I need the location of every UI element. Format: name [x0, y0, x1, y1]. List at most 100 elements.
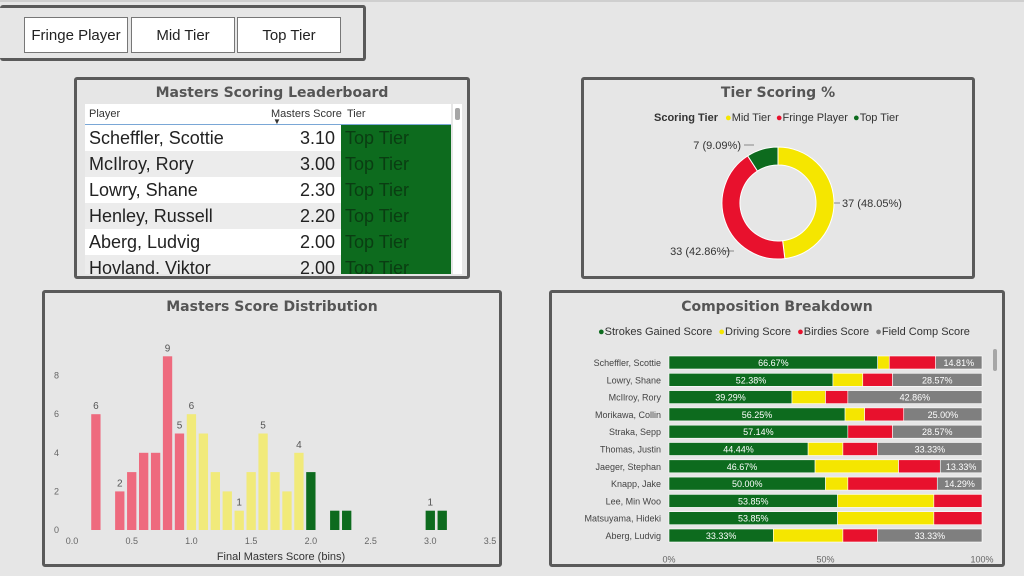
stacked-bar-segment[interactable]: [877, 355, 890, 370]
stacked-bar-segment[interactable]: [898, 459, 941, 474]
leaderboard-panel: Masters Scoring Leaderboard Player Maste…: [74, 77, 470, 279]
stacked-bar-segment[interactable]: [832, 372, 864, 387]
histogram-bar[interactable]: [174, 433, 185, 531]
legend-item-mid-tier[interactable]: ●Mid Tier: [725, 112, 771, 124]
histogram-bar[interactable]: [222, 491, 232, 530]
stacked-bar-segment[interactable]: [933, 511, 983, 525]
stacked-bar-segment[interactable]: [877, 528, 983, 543]
stacked-bar-segment[interactable]: [892, 424, 983, 439]
stacked-bar-segment[interactable]: [935, 355, 983, 370]
stacked-bar-segment[interactable]: [877, 442, 983, 456]
histogram-bar[interactable]: [425, 510, 435, 530]
stacked-bar-segment[interactable]: [888, 355, 936, 370]
player-name: McIlroy, Rory: [89, 154, 194, 174]
column-header-masters-score[interactable]: Masters Score: [271, 108, 342, 120]
histogram-bar[interactable]: [246, 472, 256, 530]
segment-data-label: 56.25%: [742, 410, 773, 420]
filter-mid-tier-button[interactable]: Mid Tier: [131, 17, 235, 53]
scrollbar-thumb[interactable]: [455, 108, 460, 120]
table-row[interactable]: Henley, Russell 2.20 Top Tier: [85, 203, 451, 229]
stacked-bar-segment[interactable]: [892, 372, 983, 387]
stacked-bar-segment[interactable]: [939, 459, 983, 474]
donut-slice-top-tier[interactable]: [747, 146, 779, 172]
stacked-bar-segment[interactable]: [933, 494, 983, 508]
histogram-bar[interactable]: [186, 414, 197, 530]
table-row[interactable]: Scheffler, Scottie 3.10 Top Tier: [85, 125, 451, 151]
histogram-bar[interactable]: [234, 510, 244, 530]
legend-item-driving[interactable]: ●Driving Score: [718, 326, 792, 338]
histogram-bar[interactable]: [330, 510, 340, 530]
stacked-bar-segment[interactable]: [825, 476, 849, 491]
masters-score: 2.00: [299, 232, 335, 252]
stacked-bar-segment[interactable]: [864, 407, 905, 422]
y-tick-label: 0: [54, 525, 59, 535]
segment-data-label: 50.00%: [732, 479, 763, 489]
filter-top-tier-button[interactable]: Top Tier: [237, 17, 341, 53]
x-tick-label: 100%: [970, 554, 993, 564]
histogram-bar[interactable]: [127, 472, 137, 530]
stacked-bar-segment[interactable]: [847, 390, 983, 404]
table-row[interactable]: McIlroy, Rory 3.00 Top Tier: [85, 151, 451, 177]
column-header-player[interactable]: Player: [89, 108, 121, 120]
scrollbar-thumb[interactable]: [993, 349, 997, 371]
masters-score: 3.00: [299, 154, 335, 174]
stacked-bar-segment[interactable]: [825, 390, 849, 404]
stacked-bar-segment[interactable]: [847, 476, 938, 491]
column-header-tier[interactable]: Tier: [347, 108, 366, 120]
masters-score: 2.30: [299, 180, 335, 200]
table-row[interactable]: Aberg, Ludvig 2.00 Top Tier: [85, 229, 451, 255]
stacked-bar-segment[interactable]: [842, 528, 878, 543]
legend-item-field-comp[interactable]: ●Field Comp Score: [875, 326, 970, 338]
stacked-bar-segment[interactable]: [844, 407, 865, 422]
composition-title: Composition Breakdown: [681, 299, 873, 315]
legend-item-strokes-gained[interactable]: ●Strokes Gained Score: [598, 326, 713, 338]
segment-data-label: 53.85%: [738, 514, 769, 524]
segment-data-label: 39.29%: [715, 393, 746, 403]
row-category-label: Jaeger, Stephan: [595, 462, 661, 472]
table-row[interactable]: Lowry, Shane 2.30 Top Tier: [85, 177, 451, 203]
leaderboard-scrollbar[interactable]: [453, 104, 462, 274]
histogram-bar[interactable]: [150, 452, 161, 530]
stacked-bar-segment[interactable]: [814, 459, 899, 474]
donut-slice-mid-tier[interactable]: [777, 146, 835, 260]
segment-data-label: 14.29%: [944, 479, 975, 489]
segment-data-label: 13.33%: [946, 462, 977, 472]
histogram-bar[interactable]: [270, 472, 280, 530]
bar-data-label: 5: [177, 421, 183, 432]
segment-data-label: 28.57%: [922, 427, 953, 437]
stacked-bar-segment[interactable]: [837, 494, 935, 508]
stacked-bar-segment[interactable]: [842, 442, 878, 456]
legend-item-birdies[interactable]: ●Birdies Score: [797, 326, 870, 338]
histogram-bar[interactable]: [294, 452, 304, 530]
stacked-bar-segment[interactable]: [791, 390, 826, 404]
segment-data-label: 42.86%: [900, 393, 931, 403]
histogram-bar[interactable]: [210, 472, 220, 530]
tier-label: Top Tier: [345, 206, 410, 226]
legend-item-top-tier[interactable]: ●Top Tier: [853, 112, 899, 124]
tier-label: Top Tier: [345, 258, 410, 274]
stacked-bar-segment[interactable]: [807, 442, 844, 456]
histogram-bar[interactable]: [282, 491, 292, 530]
legend-title: Scoring Tier: [654, 112, 718, 124]
table-row[interactable]: Hovland, Viktor 2.00 Top Tier: [85, 255, 451, 274]
stacked-bar-segment[interactable]: [862, 372, 893, 387]
x-tick-label: 50%: [816, 554, 834, 564]
donut-slice-fringe-player[interactable]: [721, 155, 786, 260]
histogram-bar[interactable]: [138, 452, 149, 530]
stacked-bar-segment[interactable]: [773, 528, 844, 543]
legend-item-fringe-player[interactable]: ●Fringe Player: [775, 112, 848, 124]
histogram-bar[interactable]: [91, 414, 101, 530]
histogram-bar[interactable]: [258, 433, 268, 531]
donut-data-label: 33 (42.86%): [670, 246, 730, 258]
stacked-bar-segment[interactable]: [903, 407, 983, 422]
filter-fringe-player-button[interactable]: Fringe Player: [24, 17, 128, 53]
histogram-bar[interactable]: [437, 510, 447, 530]
histogram-bar[interactable]: [342, 510, 352, 530]
histogram-bar[interactable]: [115, 491, 125, 530]
histogram-bar[interactable]: [198, 433, 209, 531]
stacked-bar-segment[interactable]: [936, 476, 983, 491]
histogram-bar[interactable]: [162, 356, 173, 530]
stacked-bar-segment[interactable]: [837, 511, 935, 525]
histogram-bar[interactable]: [306, 472, 316, 530]
stacked-bar-segment[interactable]: [847, 424, 893, 439]
